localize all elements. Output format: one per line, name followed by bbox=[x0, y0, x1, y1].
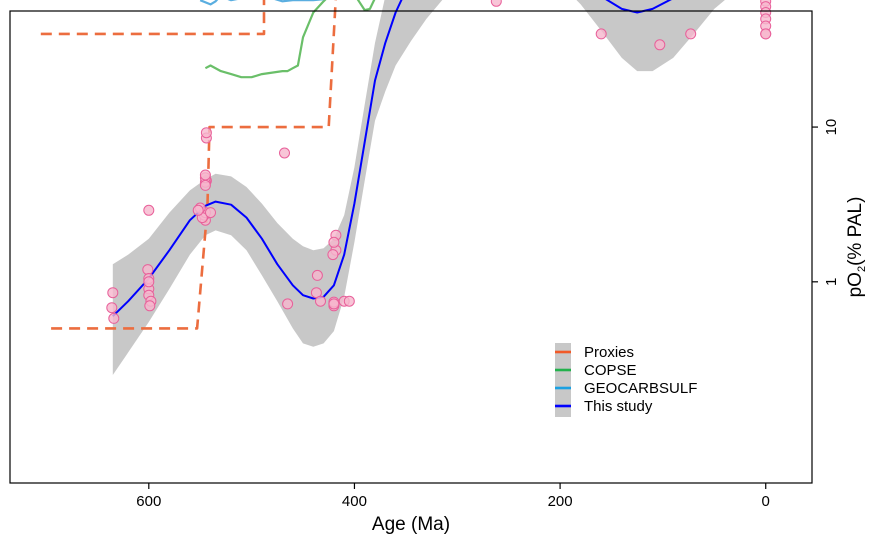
y-tick-label: 1 bbox=[823, 278, 840, 286]
legend-label: GEOCARBSULF bbox=[584, 380, 697, 397]
proxy-data-point bbox=[490, 0, 502, 7]
proxy-data-point bbox=[328, 236, 340, 248]
proxy-data-point bbox=[143, 204, 155, 216]
proxy-data-point bbox=[107, 287, 119, 299]
proxy-data-point bbox=[311, 269, 323, 281]
copse-line bbox=[204, 0, 376, 79]
proxies-step-line bbox=[51, 0, 337, 330]
model-lines bbox=[40, 0, 672, 330]
y-axis-title-suffix: (% PAL) bbox=[845, 197, 866, 266]
confidence-band bbox=[112, 0, 725, 375]
proxy-data-point bbox=[205, 207, 216, 219]
legend-label: Proxies bbox=[584, 344, 634, 361]
x-tick-label: 600 bbox=[136, 493, 161, 510]
proxy-data-point bbox=[595, 28, 607, 40]
this-study-line bbox=[112, 0, 672, 317]
proxy-data-point bbox=[108, 312, 120, 324]
y-axis-ticks: 110100 bbox=[812, 119, 840, 286]
x-axis-title: Age (Ma) bbox=[372, 514, 450, 535]
plot-background bbox=[10, 11, 812, 483]
proxy-data-point bbox=[144, 300, 156, 312]
y-axis-title: pO2(% PAL) bbox=[845, 197, 868, 298]
proxies-step-line bbox=[40, 0, 266, 36]
this-study-confidence-band bbox=[112, 0, 725, 375]
proxy-data-point bbox=[760, 28, 772, 40]
proxy-data-point bbox=[654, 39, 666, 51]
proxy-data-point bbox=[279, 147, 290, 159]
y-tick-label: 10 bbox=[823, 119, 840, 136]
x-axis-ticks: 600 400 200 0 bbox=[136, 483, 770, 510]
proxy-data-point bbox=[685, 28, 697, 40]
proxy-data-point bbox=[343, 295, 355, 307]
proxy-data-point bbox=[327, 249, 339, 261]
proxy-data-point bbox=[143, 276, 155, 288]
y-axis-title-main: pO bbox=[845, 272, 866, 297]
proxy-data-point bbox=[106, 302, 118, 314]
proxy-data-point bbox=[328, 298, 340, 310]
proxy-data-point bbox=[200, 127, 212, 139]
proxy-points bbox=[106, 0, 772, 324]
proxy-data-point bbox=[192, 204, 204, 216]
plot-frame bbox=[9, 10, 813, 484]
legend-band-swatch bbox=[555, 343, 571, 417]
x-tick-label: 0 bbox=[762, 493, 770, 510]
x-tick-label: 200 bbox=[548, 493, 573, 510]
legend-label: COPSE bbox=[584, 362, 637, 379]
legend-label: This study bbox=[584, 398, 653, 415]
proxy-data-point bbox=[315, 295, 326, 307]
y-axis-title-subscript: 2 bbox=[856, 266, 868, 272]
proxy-data-point bbox=[199, 169, 211, 181]
proxy-data-point bbox=[282, 298, 294, 310]
proxy-data-point bbox=[199, 179, 211, 191]
x-tick-label: 400 bbox=[342, 493, 367, 510]
